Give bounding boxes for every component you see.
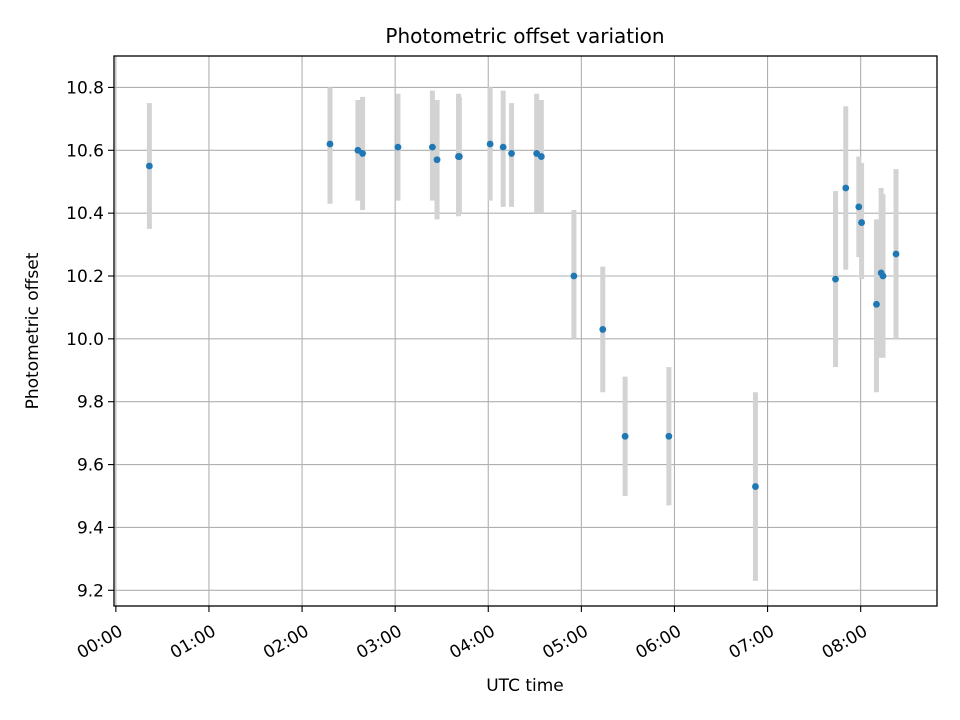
data-point	[832, 275, 839, 283]
y-tick-label: 10.6	[66, 141, 104, 161]
data-point	[873, 300, 880, 308]
data-point	[537, 153, 545, 160]
y-tick-label: 10.0	[66, 330, 104, 350]
data-point	[486, 140, 494, 148]
data-point	[892, 250, 900, 258]
data-point	[752, 483, 759, 490]
y-tick-label: 10.8	[66, 78, 104, 98]
data-point	[855, 203, 863, 211]
data-point	[145, 162, 153, 170]
y-axis-label: Photometric offset	[23, 252, 43, 409]
data-points	[145, 140, 900, 490]
data-point	[858, 219, 865, 226]
data-point	[879, 272, 887, 280]
y-tick-label: 9.4	[77, 518, 104, 538]
grid	[114, 56, 937, 606]
data-point	[394, 143, 402, 151]
y-axis-ticks: 9.2 9.4 9.6 9.8 10.0 10.2 10.4 10.6 10.8	[66, 78, 114, 601]
chart-title: Photometric offset variation	[385, 24, 664, 48]
data-point	[429, 143, 436, 151]
y-tick-label: 10.2	[66, 267, 104, 287]
data-point	[455, 153, 463, 160]
data-point	[842, 184, 850, 192]
data-point	[508, 150, 515, 157]
data-point	[665, 432, 673, 440]
data-point	[621, 432, 629, 440]
data-point	[599, 326, 607, 333]
data-point	[499, 143, 507, 151]
plot-area-frame	[113, 55, 938, 607]
y-tick-label: 9.2	[77, 581, 104, 601]
y-tick-label: 9.8	[77, 393, 104, 413]
data-point	[433, 156, 441, 164]
data-point	[359, 150, 366, 157]
data-point	[326, 140, 334, 148]
y-tick-label: 10.4	[66, 204, 104, 224]
x-axis-label: UTC time	[486, 676, 564, 696]
y-tick-label: 9.6	[77, 456, 104, 476]
data-point	[570, 272, 578, 280]
